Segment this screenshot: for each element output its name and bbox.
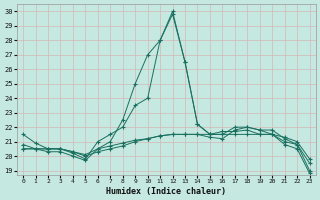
X-axis label: Humidex (Indice chaleur): Humidex (Indice chaleur) [106,187,226,196]
